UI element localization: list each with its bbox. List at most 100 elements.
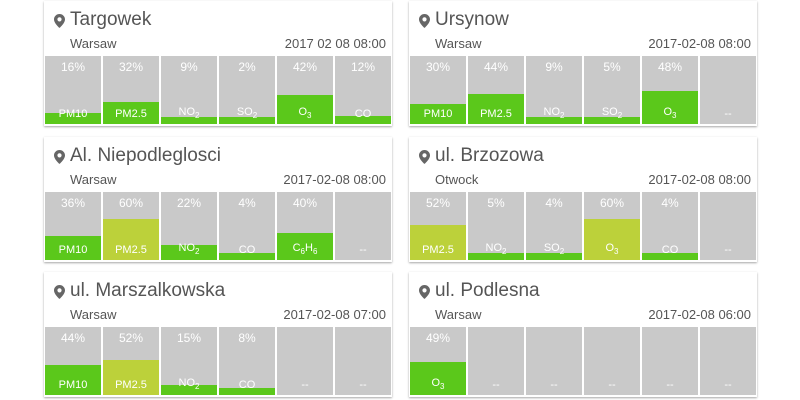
pollutant-tile[interactable]: 40% C6H6: [277, 192, 333, 260]
pollutant-label: PM2.5: [468, 108, 524, 120]
pollutant-label-text: PM10: [58, 379, 88, 391]
pollutant-label-text: --: [492, 379, 500, 391]
pollutant-label: --: [468, 379, 524, 391]
pollutant-tile[interactable]: --: [277, 327, 333, 395]
pollutant-tile[interactable]: 22% NO2: [161, 192, 217, 260]
pollutant-tile[interactable]: 15% NO2: [161, 327, 217, 395]
pollutant-tile[interactable]: 52% PM2.5: [103, 327, 159, 395]
pollutant-label: SO2: [526, 242, 582, 256]
pollutant-label: --: [700, 108, 756, 120]
pollutant-percent: 52%: [425, 196, 451, 210]
pollutant-tile[interactable]: 30% PM10: [410, 56, 466, 124]
pollutant-tile[interactable]: 4% CO: [642, 192, 698, 260]
pollutant-percent: 4%: [661, 196, 679, 210]
pollutant-tile[interactable]: 52% PM2.5: [410, 192, 466, 260]
pollutant-label: NO2: [468, 242, 524, 256]
pollutant-label-text: --: [724, 379, 732, 391]
pollutant-tile[interactable]: 44% PM2.5: [468, 56, 524, 124]
measurement-time: 2017-02-08 06:00: [648, 307, 751, 322]
pollutant-tile[interactable]: 60% PM2.5: [103, 192, 159, 260]
pollutant-tile[interactable]: 2% SO2: [219, 56, 275, 124]
level-bar: [468, 94, 524, 124]
pollutant-label-subscript: 6: [312, 247, 318, 256]
pollutant-label: C6H6: [277, 242, 333, 256]
pollutant-label: --: [526, 379, 582, 391]
pollutant-tile[interactable]: 8% CO: [219, 327, 275, 395]
pollutant-tile[interactable]: 32% PM2.5: [103, 56, 159, 124]
pollutant-percent: 9%: [545, 60, 563, 74]
pollutant-tile[interactable]: 42% O3: [277, 56, 333, 124]
pollutant-label-text: --: [550, 379, 558, 391]
pollutant-label-text: NO: [543, 105, 561, 118]
pollutant-label: PM2.5: [103, 379, 159, 391]
station-card-ul-marszalkowska[interactable]: ul. Marszalkowska Warsaw 2017-02-08 07:0…: [44, 272, 392, 397]
pollutant-label-text: CO: [661, 244, 679, 256]
pollutant-percent: 4%: [238, 196, 256, 210]
station-name: ul. Podlesna: [435, 280, 540, 301]
pollutant-percent: 60%: [118, 196, 144, 210]
pollutant-tile[interactable]: --: [584, 327, 640, 395]
pollutant-tile[interactable]: --: [526, 327, 582, 395]
pollutant-percent: 42%: [292, 60, 318, 74]
level-bar: [526, 253, 582, 260]
pollutant-label-text: C: [292, 241, 301, 254]
pollutant-label-subscript: 2: [559, 247, 565, 256]
pollutant-label: PM10: [45, 379, 101, 391]
pollutant-tile[interactable]: 5% NO2: [468, 192, 524, 260]
pollutant-label-text: O: [431, 376, 441, 389]
pollutant-tile[interactable]: 49% O3: [410, 327, 466, 395]
pollutant-percent: 40%: [292, 196, 318, 210]
pollutant-tile[interactable]: --: [642, 327, 698, 395]
pollutant-tile[interactable]: 12% CO: [335, 56, 391, 124]
station-card-al-niepodleglosci[interactable]: Al. Niepodleglosci Warsaw 2017-02-08 08:…: [44, 137, 392, 262]
pollutant-tiles: 16% PM10 32% PM2.5 9% NO2 2% SO2 42% O3 12% CO: [45, 56, 391, 124]
pollutant-tile[interactable]: 44% PM10: [45, 327, 101, 395]
level-bar: [277, 232, 333, 260]
pollutant-tile[interactable]: 9% NO2: [526, 56, 582, 124]
pollutant-label-text: --: [724, 244, 732, 256]
level-bar: [642, 91, 698, 124]
pollutant-label-subscript: 6: [300, 247, 305, 256]
pollutant-tile[interactable]: 9% NO2: [161, 56, 217, 124]
pollutant-tile[interactable]: --: [335, 192, 391, 260]
pollutant-label-text: --: [359, 379, 367, 391]
pollutant-percent: 5%: [603, 60, 621, 74]
pollutant-percent: 30%: [425, 60, 451, 74]
measurement-time: 2017-02-08 08:00: [648, 172, 751, 187]
pollutant-tile[interactable]: --: [335, 327, 391, 395]
pollutant-label-text: NO: [178, 241, 196, 254]
pollutant-tile[interactable]: 36% PM10: [45, 192, 101, 260]
pollutant-label-text: NO: [178, 105, 196, 118]
pollutant-tile[interactable]: --: [700, 327, 756, 395]
station-card-targowek[interactable]: Targowek Warsaw 2017 02 08 08:00 16% PM10…: [44, 1, 392, 126]
pollutant-tile[interactable]: 16% PM10: [45, 56, 101, 124]
station-card-ul-podlesna[interactable]: ul. Podlesna Warsaw 2017-02-08 06:00 49%…: [409, 272, 757, 397]
pollutant-label-subscript: 2: [560, 111, 565, 120]
station-card-ursynow[interactable]: Ursynow Warsaw 2017-02-08 08:00 30% PM10 4…: [409, 1, 757, 126]
pollutant-label-text: NO: [178, 376, 196, 389]
pollutant-tile[interactable]: 48% O3: [642, 56, 698, 124]
pollutant-label-text: SO: [236, 105, 253, 118]
pollutant-label: CO: [219, 379, 275, 391]
pollutant-tile[interactable]: 60% O3: [584, 192, 640, 260]
pollutant-tile[interactable]: --: [468, 327, 524, 395]
city-name: Otwock: [435, 172, 479, 187]
pollutant-percent: 5%: [487, 196, 505, 210]
pollutant-tile[interactable]: --: [700, 192, 756, 260]
pollutant-tile[interactable]: 5% SO2: [584, 56, 640, 124]
level-bar: [526, 117, 582, 124]
pollutant-label: --: [700, 379, 756, 391]
pollutant-tile[interactable]: 4% SO2: [526, 192, 582, 260]
pollutant-label: --: [642, 379, 698, 391]
pollutant-percent: 9%: [180, 60, 198, 74]
city-name: Warsaw: [70, 307, 117, 322]
pollutant-label-subscript: 3: [672, 111, 677, 120]
station-card-ul-brzozowa[interactable]: ul. Brzozowa Otwock 2017-02-08 08:00 52%…: [409, 137, 757, 262]
city-name: Warsaw: [70, 172, 117, 187]
pollutant-label-text: --: [301, 379, 309, 391]
location-pin-icon: [54, 150, 65, 164]
level-bar: [584, 219, 640, 260]
pollutant-tile[interactable]: --: [700, 56, 756, 124]
measurement-time: 2017-02-08 08:00: [283, 172, 386, 187]
pollutant-tile[interactable]: 4% CO: [219, 192, 275, 260]
